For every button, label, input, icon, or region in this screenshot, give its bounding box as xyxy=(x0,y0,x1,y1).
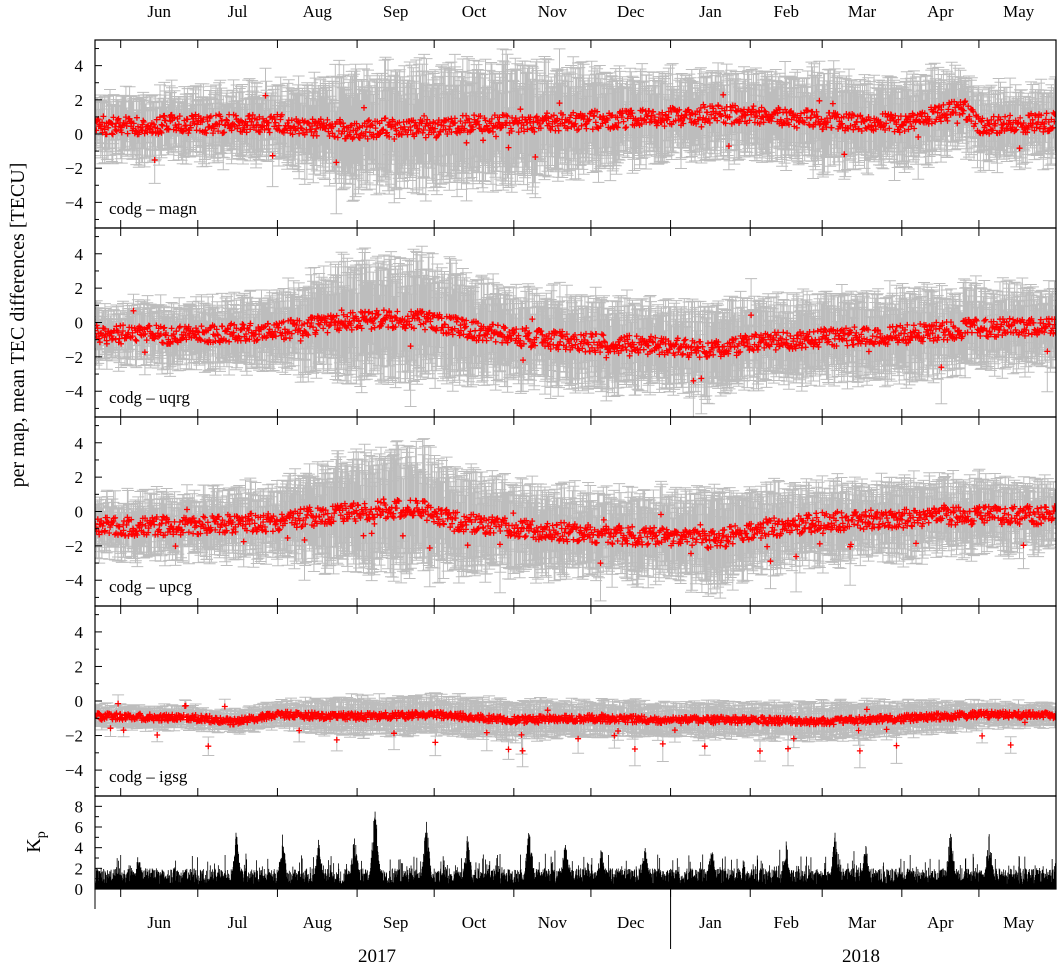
panel-label: codg – upcg xyxy=(109,577,193,596)
error-bar-path xyxy=(95,438,1056,602)
error-bars xyxy=(95,48,1056,215)
top-month-label-feb: Feb xyxy=(773,2,799,21)
bottom-month-label-jan: Jan xyxy=(699,913,722,932)
error-bars xyxy=(95,438,1056,602)
y-tick-label: 4 xyxy=(75,245,84,264)
bottom-month-label-mar: Mar xyxy=(848,913,877,932)
y-tick-label: −4 xyxy=(65,571,84,590)
y-tick-label: 0 xyxy=(75,314,84,333)
top-month-label-mar: Mar xyxy=(848,2,877,21)
top-month-labels: Jun Jul Aug Sep Oct Nov Dec Jan Feb Mar Apr May xyxy=(147,2,1034,21)
bottom-time-axis: Jun Jul Aug Sep Oct Nov Dec Jan Feb Mar Apr May xyxy=(94,889,1035,949)
year-label-2017: 2017 xyxy=(358,946,396,967)
y-tick-label: 4 xyxy=(75,57,84,76)
kp-y-tick-label: 6 xyxy=(75,818,84,837)
bottom-month-label-may: May xyxy=(1003,913,1035,932)
y-tick-label: 2 xyxy=(75,468,84,487)
top-month-label-sep: Sep xyxy=(383,2,409,21)
panel-codg-igsg: −4 −2 0 2 4 codg – igsg xyxy=(65,605,1057,797)
panel-label: codg – uqrg xyxy=(109,388,190,407)
kp-axis-label-subscript: p xyxy=(34,831,49,838)
panel-codg-magn: −4 −2 0 2 4 codg – magn xyxy=(65,39,1057,229)
bottom-month-label-aug: Aug xyxy=(303,913,333,932)
error-bar-path xyxy=(95,48,1056,215)
bottom-month-label-jun: Jun xyxy=(147,913,171,932)
top-month-label-jul: Jul xyxy=(228,2,248,21)
bottom-month-label-dec: Dec xyxy=(617,913,645,932)
panel-label: codg – magn xyxy=(109,199,197,218)
top-month-label-oct: Oct xyxy=(462,2,487,21)
top-month-label-dec: Dec xyxy=(617,2,645,21)
y-tick-label: −4 xyxy=(65,382,84,401)
kp-y-tick-label: 2 xyxy=(75,859,84,878)
error-bars xyxy=(95,692,1056,769)
bottom-month-label-nov: Nov xyxy=(538,913,568,932)
y-tick-label: 2 xyxy=(75,657,84,676)
bottom-month-label-jul: Jul xyxy=(228,913,248,932)
kp-frame xyxy=(94,795,1057,890)
top-month-label-apr: Apr xyxy=(927,2,954,21)
bottom-month-label-apr: Apr xyxy=(927,913,954,932)
panel-label: codg – igsg xyxy=(109,767,188,786)
bottom-month-label-sep: Sep xyxy=(383,913,409,932)
year-label-2018: 2018 xyxy=(842,946,880,967)
y-tick-label: 2 xyxy=(75,91,84,110)
y-tick-label: 4 xyxy=(75,623,84,642)
y-tick-label: −4 xyxy=(65,193,84,212)
top-month-label-jan: Jan xyxy=(699,2,722,21)
y-tick-label: −2 xyxy=(65,537,83,556)
y-tick-label: 0 xyxy=(75,692,84,711)
y-tick-label: 2 xyxy=(75,279,84,298)
kp-y-tick-label: 8 xyxy=(75,797,84,816)
y-tick-label: 0 xyxy=(75,503,84,522)
error-bar-path xyxy=(95,692,1056,769)
top-month-label-may: May xyxy=(1003,2,1035,21)
y-tick-label: 0 xyxy=(75,125,84,144)
panel-codg-uqrg: −4 −2 0 2 4 codg – uqrg xyxy=(65,227,1057,418)
y-tick-label: −4 xyxy=(65,761,84,780)
kp-bars xyxy=(94,811,1057,889)
y-axis-label: per map, mean TEC differences [TECU] xyxy=(7,163,29,488)
y-tick-label: −2 xyxy=(65,727,83,746)
top-month-label-jun: Jun xyxy=(147,2,171,21)
kp-y-tick-label: 4 xyxy=(75,839,84,858)
top-month-label-aug: Aug xyxy=(303,2,333,21)
panel-kp: 0 24 6 8 xyxy=(75,795,1057,899)
bottom-month-label-feb: Feb xyxy=(773,913,799,932)
bottom-month-label-oct: Oct xyxy=(462,913,487,932)
y-tick-label: −2 xyxy=(65,159,83,178)
kp-y-tick-label: 0 xyxy=(75,880,84,899)
top-month-label-nov: Nov xyxy=(538,2,568,21)
y-tick-label: 4 xyxy=(75,434,84,453)
panel-codg-upcg: −4 −2 0 2 4 codg – upcg xyxy=(65,416,1057,607)
kp-axis-label: Kp xyxy=(23,831,49,852)
y-tick-label: −2 xyxy=(65,348,83,367)
